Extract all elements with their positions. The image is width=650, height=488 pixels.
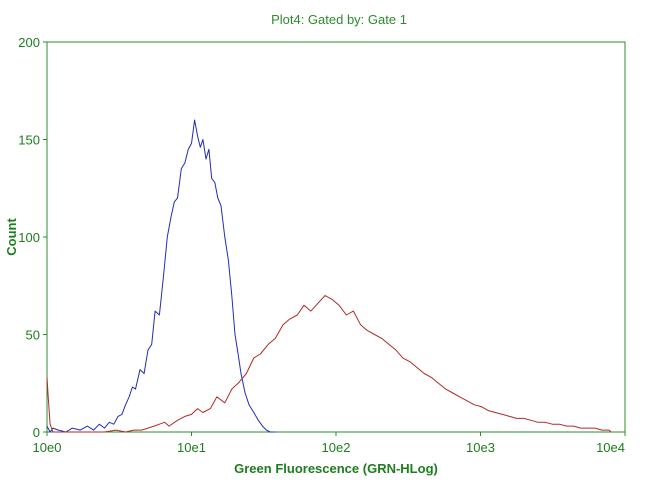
x-tick-label: 10e1 <box>177 440 206 455</box>
x-tick-label: 10e3 <box>466 440 495 455</box>
x-axis-label: Green Fluorescence (GRN-HLog) <box>234 461 438 476</box>
y-tick-label: 200 <box>18 35 40 50</box>
histogram-series-2 <box>46 295 612 433</box>
y-axis: 0 50 100 150 200 <box>18 35 47 440</box>
x-axis: 10e0 10e1 10e2 10e3 10e4 <box>33 432 626 455</box>
histogram-series-1 <box>46 119 276 433</box>
y-tick-label: 0 <box>33 425 40 440</box>
chart-title: Plot4: Gated by: Gate 1 <box>271 12 407 27</box>
y-tick-label: 100 <box>18 230 40 245</box>
plot-frame <box>46 41 626 433</box>
y-axis-label: Count <box>4 218 19 256</box>
y-tick-label: 150 <box>18 133 40 148</box>
x-tick-label: 10e4 <box>596 440 625 455</box>
series-layer <box>46 119 612 433</box>
x-tick-label: 10e2 <box>322 440 351 455</box>
x-tick-label: 10e0 <box>33 440 62 455</box>
y-tick-label: 50 <box>26 328 40 343</box>
